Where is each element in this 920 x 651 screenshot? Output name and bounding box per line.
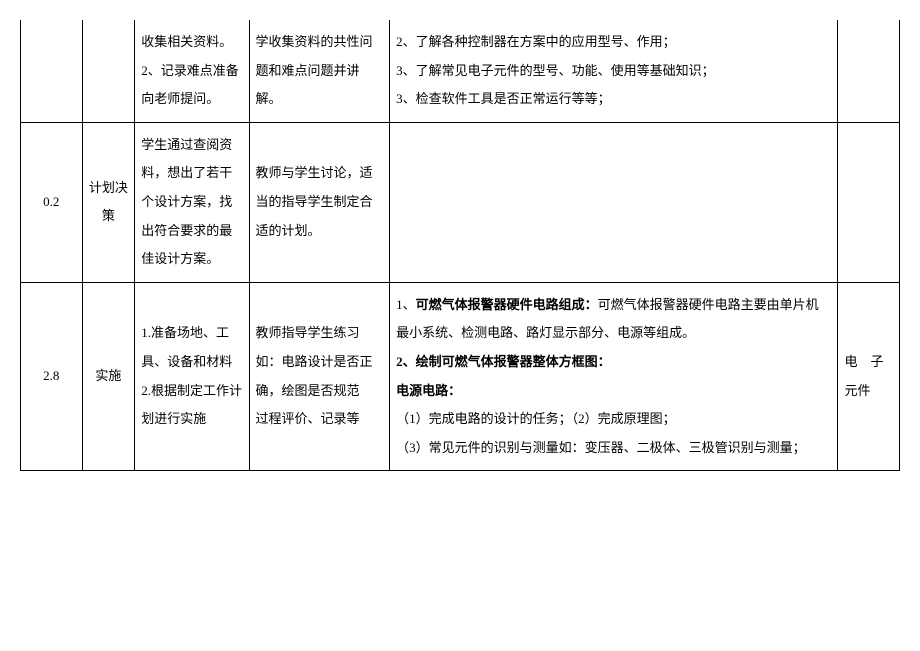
content-part: （1）完成电路的设计的任务；（2）完成原理图；: [396, 411, 676, 426]
table-row: 2.8 实施 1.准备场地、工具、设备和材料2.根据制定工作计划进行实施 教师指…: [21, 282, 900, 471]
cell-number: 0.2: [21, 122, 83, 282]
content-part: （3）常见元件的识别与测量如：变压器、二极体、三极管识别与测量；: [396, 440, 806, 455]
content-part: 2、绘制可燃气体报警器整体方框图：: [396, 354, 611, 369]
cell-stage: 实施: [82, 282, 135, 471]
content-part: 1、: [396, 297, 416, 312]
cell-student-activity: 学生通过查阅资料，想出了若干个设计方案，找出符合要求的最佳设计方案。: [135, 122, 249, 282]
cell-content: 1、可燃气体报警器硬件电路组成：可燃气体报警器硬件电路主要由单片机最小系统、检测…: [390, 282, 838, 471]
content-part: 可燃气体报警器硬件电路组成：: [416, 297, 598, 312]
content-part: 电源电路：: [396, 383, 461, 398]
cell-stage: [82, 20, 135, 122]
table-row: 收集相关资料。 2、记录难点准备向老师提问。 学收集资料的共性问题和难点问题并讲…: [21, 20, 900, 122]
cell-student-activity: 收集相关资料。 2、记录难点准备向老师提问。: [135, 20, 249, 122]
cell-stage: 计划决策: [82, 122, 135, 282]
content-line: 2、了解各种控制器在方案中的应用型号、作用；: [396, 34, 676, 49]
cell-student-activity: 1.准备场地、工具、设备和材料2.根据制定工作计划进行实施: [135, 282, 249, 471]
content-line: 3、检查软件工具是否正常运行等等；: [396, 91, 611, 106]
cell-teacher-activity: 教师指导学生练习如：电路设计是否正确，绘图是否规范过程评价、记录等: [249, 282, 390, 471]
cell-number: 2.8: [21, 282, 83, 471]
cell-resource: 电 子元件: [838, 282, 900, 471]
cell-content: [390, 122, 838, 282]
content-line: 3、了解常见电子元件的型号、功能、使用等基础知识；: [396, 63, 715, 78]
cell-number: [21, 20, 83, 122]
cell-resource: [838, 20, 900, 122]
table-row: 0.2 计划决策 学生通过查阅资料，想出了若干个设计方案，找出符合要求的最佳设计…: [21, 122, 900, 282]
cell-teacher-activity: 教师与学生讨论，适当的指导学生制定合适的计划。: [249, 122, 390, 282]
lesson-plan-table: 收集相关资料。 2、记录难点准备向老师提问。 学收集资料的共性问题和难点问题并讲…: [20, 20, 900, 471]
cell-content: 2、了解各种控制器在方案中的应用型号、作用； 3、了解常见电子元件的型号、功能、…: [390, 20, 838, 122]
cell-teacher-activity: 学收集资料的共性问题和难点问题并讲解。: [249, 20, 390, 122]
cell-resource: [838, 122, 900, 282]
